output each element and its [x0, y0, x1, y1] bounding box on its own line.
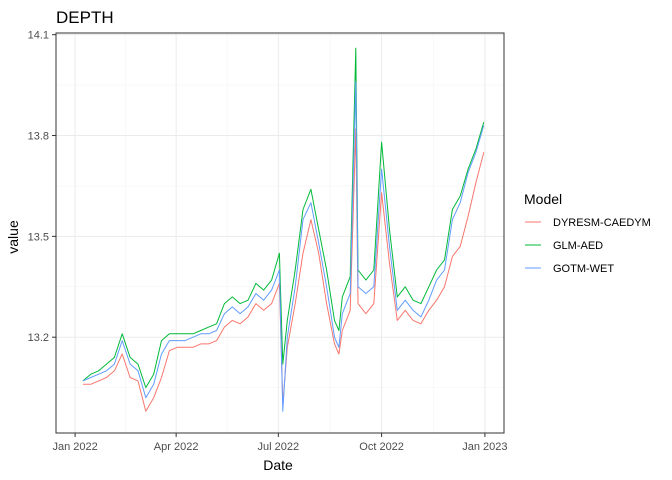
grid-lines — [56, 33, 504, 433]
legend-label-glm-aed: GLM-AED — [553, 240, 603, 252]
x-tick-label: Apr 2022 — [154, 441, 199, 453]
legend-label-dyresm-caedym: DYRESM-CAEDYM — [553, 217, 651, 229]
plot-border — [55, 32, 505, 434]
x-tick-label: Oct 2022 — [359, 441, 404, 453]
plot-panel — [56, 33, 504, 433]
legend: Model DYRESM-CAEDYM GLM-AED GOTM-WET — [524, 191, 651, 275]
x-tick-label: Jan 2023 — [462, 441, 507, 453]
legend-title: Model — [524, 191, 562, 207]
y-tick-label: 14.1 — [28, 30, 49, 42]
legend-label-gotm-wet: GOTM-WET — [553, 263, 614, 275]
x-tick-label: Jul 2022 — [258, 441, 300, 453]
plot-area — [55, 32, 505, 434]
legend-items: DYRESM-CAEDYM GLM-AED GOTM-WET — [525, 217, 651, 275]
y-axis-title: value — [5, 220, 21, 254]
y-tick-label: 13.5 — [28, 231, 49, 243]
series-line-gotm-wet — [82, 81, 485, 412]
y-axis: 13.2 13.5 13.8 14.1 — [28, 30, 56, 344]
series-lines — [82, 47, 485, 412]
y-tick-label: 13.2 — [28, 332, 49, 344]
x-axis: Jan 2022 Apr 2022 Jul 2022 Oct 2022 Jan 2023 — [52, 433, 508, 453]
x-tick-label: Jan 2022 — [52, 441, 97, 453]
x-axis-title: Date — [263, 457, 293, 473]
chart-title: DEPTH — [56, 8, 114, 27]
series-line-glm-aed — [82, 47, 485, 389]
series-line-dyresm-caedym — [82, 128, 485, 412]
y-tick-label: 13.8 — [28, 131, 49, 143]
